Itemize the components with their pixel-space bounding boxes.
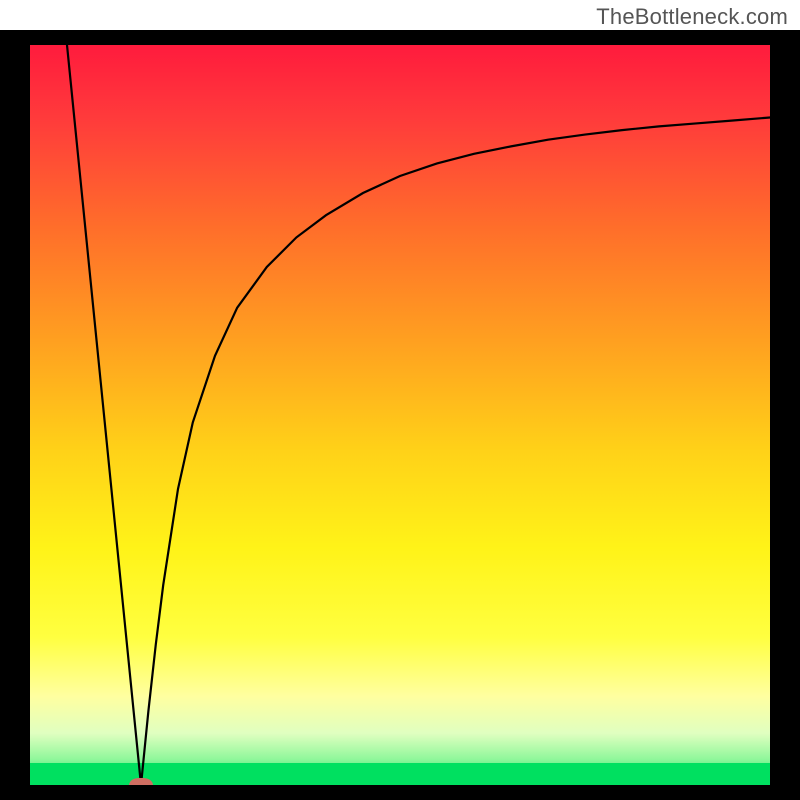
- chart-plot-area: [30, 45, 770, 785]
- figure-container: { "watermark": { "text": "TheBottleneck.…: [0, 0, 800, 800]
- outer-black-frame: [0, 30, 800, 800]
- dip-marker: [129, 778, 153, 785]
- curve-svg: [30, 45, 770, 785]
- watermark-text: TheBottleneck.com: [596, 4, 788, 30]
- bottleneck-curve: [67, 45, 770, 785]
